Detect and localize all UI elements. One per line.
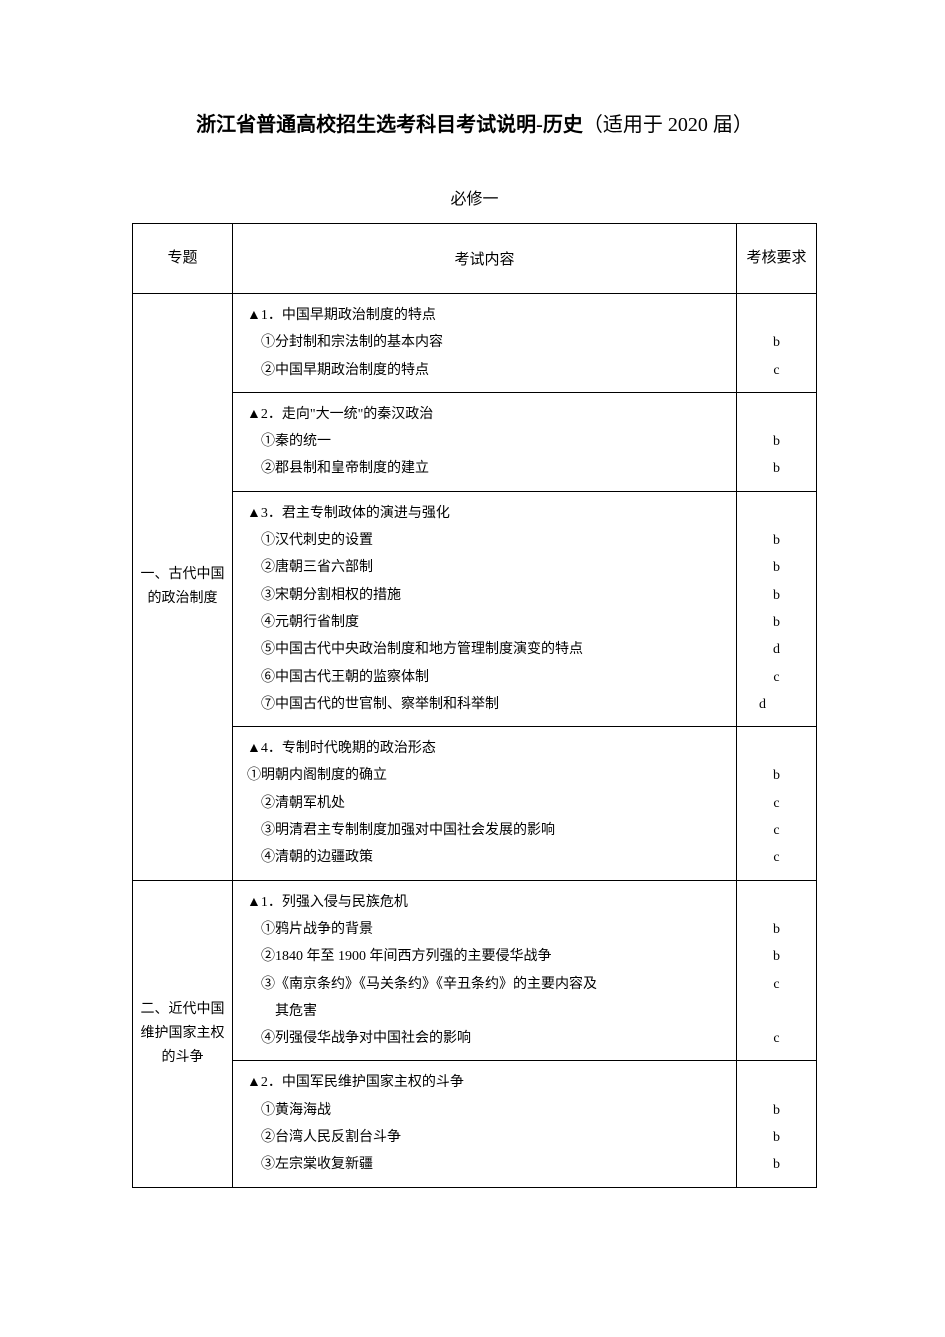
table-body: 一、古代中国的政治制度 ▲1．中国早期政治制度的特点①分封制和宗法制的基本内容②中… xyxy=(133,294,817,1188)
requirement-line: c xyxy=(741,844,812,871)
content-line: ⑤中国古代中央政治制度和地方管理制度演变的特点 xyxy=(247,636,728,663)
content-cell: ▲3．君主专制政体的演进与强化①汉代刺史的设置②唐朝三省六部制③宋朝分割相权的措… xyxy=(233,491,737,726)
content-cell: ▲2．走向"大一统"的秦汉政治①秦的统一②郡县制和皇帝制度的建立 xyxy=(233,392,737,491)
content-line: ③《南京条约》《马关条约》《辛丑条约》的主要内容及 xyxy=(247,971,728,998)
requirement-line: b xyxy=(741,455,812,482)
content-cell: ▲4．专制时代晚期的政治形态①明朝内阁制度的确立②清朝军机处③明清君主专制制度加… xyxy=(233,727,737,880)
requirement-cell: bbbbdcd xyxy=(737,491,817,726)
content-line: ①秦的统一 xyxy=(247,428,728,455)
requirement-cell: bc xyxy=(737,294,817,393)
content-line: ③宋朝分割相权的措施 xyxy=(247,582,728,609)
requirement-line: b xyxy=(741,1151,812,1178)
content-line: ①明朝内阁制度的确立 xyxy=(247,762,728,789)
content-line: ②中国早期政治制度的特点 xyxy=(247,357,728,384)
content-line: ①鸦片战争的背景 xyxy=(247,916,728,943)
requirement-line: c xyxy=(741,817,812,844)
requirement-cell: bb xyxy=(737,392,817,491)
content-line: ②1840 年至 1900 年间西方列强的主要侵华战争 xyxy=(247,943,728,970)
content-line: ①汉代刺史的设置 xyxy=(247,527,728,554)
requirement-line: b xyxy=(741,1097,812,1124)
requirement-line: b xyxy=(741,554,812,581)
content-line: ▲4．专制时代晚期的政治形态 xyxy=(247,735,728,762)
requirement-cell: bccc xyxy=(737,727,817,880)
content-line: ②清朝军机处 xyxy=(247,790,728,817)
requirement-line: b xyxy=(741,943,812,970)
requirement-cell: bbb xyxy=(737,1061,817,1187)
title-bold: 浙江省普通高校招生选考科目考试说明-历史 xyxy=(196,114,583,136)
topic-label: 一、古代中国的政治制度 xyxy=(139,563,226,611)
content-line: ④清朝的边疆政策 xyxy=(247,844,728,871)
requirement-line: c xyxy=(741,1025,812,1052)
requirement-line xyxy=(741,302,812,329)
requirement-line: b xyxy=(741,916,812,943)
content-line: 其危害 xyxy=(247,998,728,1025)
content-line: ▲1．列强入侵与民族危机 xyxy=(247,889,728,916)
requirement-line xyxy=(741,1069,812,1096)
subtitle: 必修一 xyxy=(132,185,817,209)
content-line: ▲2．中国军民维护国家主权的斗争 xyxy=(247,1069,728,1096)
content-line: ③左宗棠收复新疆 xyxy=(247,1151,728,1178)
requirement-line: b xyxy=(741,428,812,455)
syllabus-table: 专题 考试内容 考核要求 一、古代中国的政治制度 ▲1．中国早期政治制度的特点①分… xyxy=(132,223,817,1188)
requirement-line: d xyxy=(741,691,812,718)
content-line: ④元朝行省制度 xyxy=(247,609,728,636)
requirement-line: c xyxy=(741,664,812,691)
requirement-line: b xyxy=(741,582,812,609)
requirement-line: b xyxy=(741,527,812,554)
header-topic: 专题 xyxy=(133,224,233,294)
requirement-line: c xyxy=(741,357,812,384)
requirement-line: c xyxy=(741,790,812,817)
content-line: ▲3．君主专制政体的演进与强化 xyxy=(247,500,728,527)
content-line: ①分封制和宗法制的基本内容 xyxy=(247,329,728,356)
requirement-line xyxy=(741,889,812,916)
content-line: ④列强侵华战争对中国社会的影响 xyxy=(247,1025,728,1052)
header-content: 考试内容 xyxy=(233,224,737,294)
content-cell: ▲1．中国早期政治制度的特点①分封制和宗法制的基本内容②中国早期政治制度的特点 xyxy=(233,294,737,393)
requirement-line: d xyxy=(741,636,812,663)
requirement-line: b xyxy=(741,1124,812,1151)
topic-label: 二、近代中国维护国家主权的斗争 xyxy=(139,998,226,1069)
table-row: 二、近代中国维护国家主权的斗争▲1．列强入侵与民族危机①鸦片战争的背景②1840… xyxy=(133,880,817,1061)
requirement-line: c xyxy=(741,971,812,998)
requirement-line xyxy=(741,401,812,428)
requirement-cell: bbc c xyxy=(737,880,817,1061)
table-row: ▲2．中国军民维护国家主权的斗争①黄海海战②台湾人民反割台斗争③左宗棠收复新疆 … xyxy=(133,1061,817,1187)
content-line: ②郡县制和皇帝制度的建立 xyxy=(247,455,728,482)
requirement-line xyxy=(741,500,812,527)
content-line: ▲2．走向"大一统"的秦汉政治 xyxy=(247,401,728,428)
content-line: ⑥中国古代王朝的监察体制 xyxy=(247,664,728,691)
header-requirement: 考核要求 xyxy=(737,224,817,294)
content-line: ②唐朝三省六部制 xyxy=(247,554,728,581)
content-line: ▲1．中国早期政治制度的特点 xyxy=(247,302,728,329)
page-title: 浙江省普通高校招生选考科目考试说明-历史（适用于 2020 届） xyxy=(132,108,817,137)
requirement-line: b xyxy=(741,762,812,789)
table-row: ▲3．君主专制政体的演进与强化①汉代刺史的设置②唐朝三省六部制③宋朝分割相权的措… xyxy=(133,491,817,726)
table-header-row: 专题 考试内容 考核要求 xyxy=(133,224,817,294)
content-cell: ▲2．中国军民维护国家主权的斗争①黄海海战②台湾人民反割台斗争③左宗棠收复新疆 xyxy=(233,1061,737,1187)
requirement-line xyxy=(741,998,812,1025)
title-normal: （适用于 2020 届） xyxy=(583,114,753,136)
content-line: ③明清君主专制制度加强对中国社会发展的影响 xyxy=(247,817,728,844)
content-line: ①黄海海战 xyxy=(247,1097,728,1124)
topic-cell: 二、近代中国维护国家主权的斗争 xyxy=(133,880,233,1187)
requirement-line: b xyxy=(741,609,812,636)
table-row: ▲2．走向"大一统"的秦汉政治①秦的统一②郡县制和皇帝制度的建立 bb xyxy=(133,392,817,491)
topic-cell: 一、古代中国的政治制度 xyxy=(133,294,233,881)
content-line: ⑦中国古代的世官制、察举制和科举制 xyxy=(247,691,728,718)
table-row: ▲4．专制时代晚期的政治形态①明朝内阁制度的确立②清朝军机处③明清君主专制制度加… xyxy=(133,727,817,880)
table-row: 一、古代中国的政治制度▲1．中国早期政治制度的特点①分封制和宗法制的基本内容②中… xyxy=(133,294,817,393)
content-cell: ▲1．列强入侵与民族危机①鸦片战争的背景②1840 年至 1900 年间西方列强… xyxy=(233,880,737,1061)
requirement-line xyxy=(741,735,812,762)
requirement-line: b xyxy=(741,329,812,356)
content-line: ②台湾人民反割台斗争 xyxy=(247,1124,728,1151)
